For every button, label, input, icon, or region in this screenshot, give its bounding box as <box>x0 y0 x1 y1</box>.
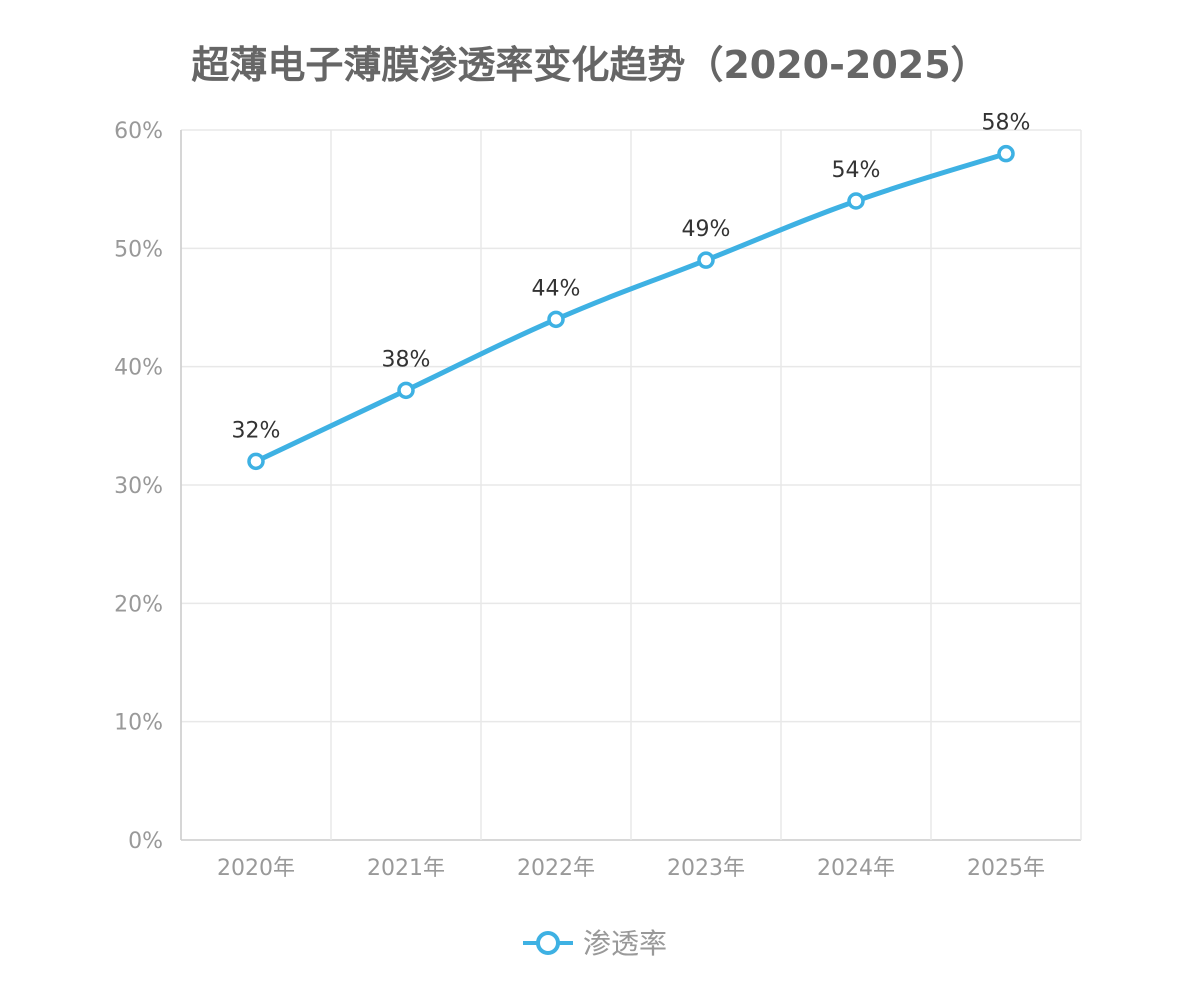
data-label: 58% <box>982 111 1031 136</box>
data-point <box>397 381 415 400</box>
data-label: 44% <box>532 276 581 301</box>
y-tick-label: 40% <box>114 356 163 381</box>
data-point <box>847 192 865 210</box>
data-label: 54% <box>832 158 881 183</box>
y-tick-label: 50% <box>114 237 163 262</box>
x-tick-label: 2021年 <box>367 856 445 881</box>
data-point <box>547 310 565 329</box>
series-line <box>254 151 1007 464</box>
legend-label: 渗透率 <box>583 927 667 960</box>
y-tick-label: 60% <box>114 119 163 144</box>
data-label: 49% <box>682 217 731 242</box>
y-tick-label: 0% <box>128 829 163 854</box>
chart-title: 超薄电子薄膜渗透率变化趋势（2020-2025） <box>191 43 989 87</box>
x-tick-label: 2025年 <box>967 856 1045 881</box>
data-point <box>247 452 265 471</box>
data-label: 32% <box>232 418 281 443</box>
legend-marker <box>536 931 560 955</box>
x-tick-label: 2023年 <box>667 856 745 881</box>
y-tick-label: 30% <box>114 474 163 499</box>
x-tick-label: 2020年 <box>217 856 295 881</box>
data-label: 38% <box>382 347 431 372</box>
y-tick-label: 20% <box>114 592 163 617</box>
data-point <box>697 251 715 269</box>
x-tick-label: 2024年 <box>817 856 895 881</box>
x-tick-label: 2022年 <box>517 856 595 881</box>
y-tick-label: 10% <box>114 711 163 736</box>
data-point <box>997 144 1015 163</box>
